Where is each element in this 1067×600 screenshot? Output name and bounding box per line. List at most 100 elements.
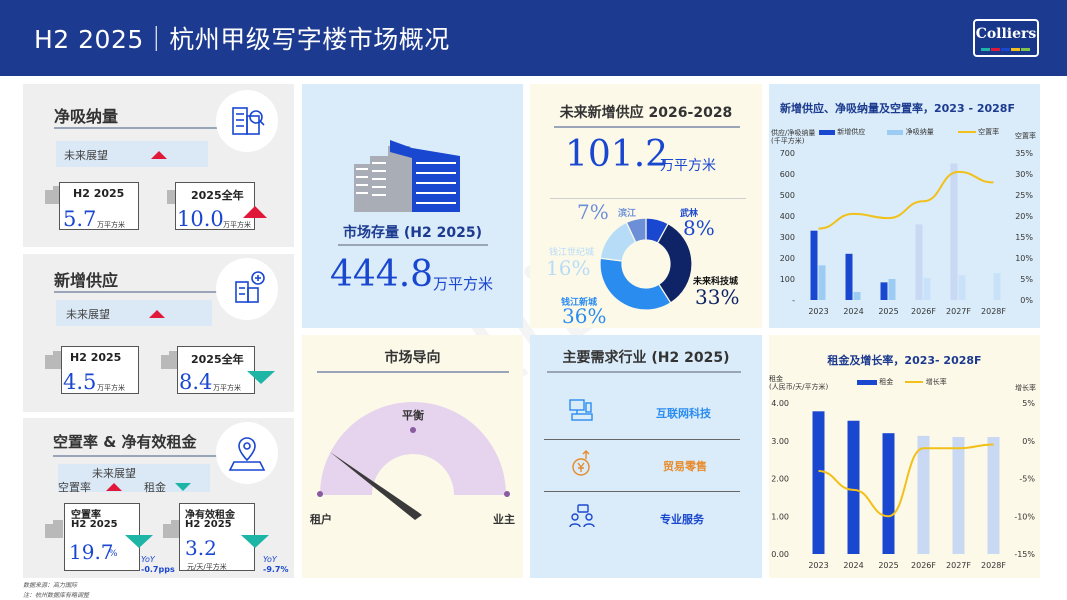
chart2-right-tick: 5% bbox=[1022, 399, 1035, 408]
supply-outlook-up-icon bbox=[149, 310, 165, 318]
chart2-yleft-label2: (人民币/天/平方米) bbox=[769, 383, 829, 391]
absorption-year-up-icon bbox=[243, 206, 267, 218]
chart2-right-tick: -10% bbox=[1014, 512, 1035, 521]
chart2-x-tick: 2025 bbox=[878, 561, 898, 570]
vacancy-yoy-label: YoY bbox=[141, 555, 155, 564]
vacancy-outlook-label: 未来展望 bbox=[92, 467, 136, 480]
building-small-icon bbox=[161, 351, 179, 369]
trade-icon bbox=[572, 450, 590, 476]
chart1-bar-净吸纳量 bbox=[853, 292, 861, 300]
future-supply-title: 未来新增供应 2026-2028 bbox=[559, 105, 733, 121]
chart1-left-tick: 200 bbox=[780, 254, 795, 263]
donut-label-qjsjc: 钱江世纪城 bbox=[549, 248, 595, 258]
rent-yoy: -9.7% bbox=[263, 565, 289, 574]
chart1-legend: 新增供应 净吸纳量 空置率 bbox=[819, 127, 999, 137]
stock-title: 市场存量 (H2 2025) bbox=[343, 225, 482, 241]
absorption-year-label: 2025全年 bbox=[191, 189, 244, 202]
chart1-left-tick: 300 bbox=[780, 233, 795, 242]
chart1-left-tick: 700 bbox=[780, 149, 795, 158]
chart2-yright-label: 增长率 bbox=[1015, 384, 1036, 392]
donut-pct-xxb: 33% bbox=[695, 285, 740, 309]
orientation-title: 市场导向 bbox=[384, 350, 441, 366]
supply-h2-box bbox=[61, 346, 139, 394]
chart1-right-tick: 5% bbox=[1020, 275, 1033, 284]
chart1-x-tick: 2028F bbox=[981, 307, 1006, 316]
chart2-right-tick: -5% bbox=[1019, 475, 1035, 484]
rent-value: 3.2 bbox=[185, 536, 217, 560]
vacancy-value: 19.7 bbox=[69, 540, 114, 564]
supply-year-label: 2025全年 bbox=[191, 353, 244, 366]
supply-h2-label: H2 2025 bbox=[70, 351, 122, 364]
supply-year-value: 8.4 bbox=[179, 370, 213, 394]
chart1-bar-新增供应 bbox=[950, 163, 958, 300]
chart1-right-tick: 30% bbox=[1015, 170, 1033, 179]
demand-item-0: 互联网科技 bbox=[656, 407, 711, 420]
supply-h2-value: 4.5 bbox=[63, 370, 97, 394]
supply-year-box bbox=[177, 346, 255, 394]
building-search-icon bbox=[216, 90, 278, 152]
chart1-left-tick: 400 bbox=[780, 212, 795, 221]
chart2-left-tick: 1.00 bbox=[771, 512, 789, 521]
future-supply-value: 101.2 bbox=[565, 134, 669, 175]
chart1-bar-新增供应 bbox=[915, 224, 923, 300]
chart2-legend-growth: 增长率 bbox=[925, 378, 947, 386]
rent-box-label2: H2 2025 bbox=[185, 519, 232, 530]
orientation-gauge bbox=[317, 402, 510, 520]
vacancy-box-label2: H2 2025 bbox=[71, 519, 118, 530]
building-small-icon bbox=[45, 520, 63, 538]
chart1-left-tick: 500 bbox=[780, 191, 795, 200]
vacancy-yoy: -0.7pps bbox=[141, 565, 175, 574]
rent-yoy-label: YoY bbox=[263, 555, 277, 564]
chart1-x-tick: 2027F bbox=[946, 307, 971, 316]
absorption-title: 净吸纳量 bbox=[54, 107, 119, 126]
chart1-bar-新增供应 bbox=[845, 253, 853, 300]
absorption-h2-label: H2 2025 bbox=[73, 187, 125, 200]
location-pin-icon bbox=[216, 422, 278, 484]
rent-unit: 元/天/平方米 bbox=[187, 563, 227, 571]
supply-panel: 新增供应 未来展望 H2 2025 4.5 万平方米 2025全年 8.4 万平… bbox=[23, 254, 294, 412]
vacancy-rent-title: 空置率 & 净有效租金 bbox=[53, 433, 197, 451]
chart1-yright-label: 空置率 bbox=[1015, 132, 1036, 140]
supply-absorption-chart: 700 600 500 400 300 200 100 - 35% 30% 25% 20% 15% 10%… bbox=[780, 149, 1034, 316]
chart1-yleft-label1: 供应/净吸纳量 bbox=[771, 129, 816, 137]
chart1-right-tick: 10% bbox=[1015, 254, 1033, 263]
chart2-line-growth bbox=[818, 443, 994, 518]
orientation-left-label: 租户 bbox=[310, 513, 332, 526]
stock-value: 444.8 bbox=[330, 254, 434, 295]
computer-icon bbox=[569, 399, 593, 421]
chart2-right-tick: 0% bbox=[1022, 437, 1035, 446]
demand-item-1: 贸易零售 bbox=[663, 460, 707, 473]
chart2-left-tick: 4.00 bbox=[771, 399, 789, 408]
chart1-x-tick: 2023 bbox=[808, 307, 828, 316]
absorption-h2-box bbox=[59, 182, 139, 230]
chart2-bar-rent bbox=[847, 420, 860, 554]
chart2-bar-rent bbox=[987, 436, 1000, 554]
supply-title: 新增供应 bbox=[54, 271, 119, 290]
chart1-bar-净吸纳量 bbox=[888, 279, 896, 300]
future-supply-donut bbox=[599, 217, 693, 311]
rent-growth-chart: 4.00 3.00 2.00 1.00 0.00 5% 0% -5% -10% -15% 2023 2… bbox=[771, 399, 1035, 570]
absorption-h2-value: 5.7 bbox=[63, 207, 97, 231]
chart2-bar-rent bbox=[917, 435, 930, 554]
absorption-outlook-up-icon bbox=[151, 151, 167, 159]
chart1-line-vacancy bbox=[818, 170, 994, 230]
chart1-x-tick: 2026F bbox=[911, 307, 936, 316]
chart1-left-tick: 600 bbox=[780, 170, 795, 179]
chart2-yleft-label1: 租金 bbox=[769, 375, 783, 383]
chart1-left-tick: 100 bbox=[780, 275, 795, 284]
chart1-x-tick: 2025 bbox=[878, 307, 898, 316]
building-small-icon bbox=[163, 520, 181, 538]
supply-h2-unit: 万平方米 bbox=[97, 384, 125, 392]
stock-panel: 市场存量 (H2 2025) 444.8 万平方米 bbox=[302, 84, 523, 328]
chart2-x-tick: 2023 bbox=[808, 561, 828, 570]
stock-unit: 万平方米 bbox=[433, 275, 494, 293]
donut-pct-qjxc: 36% bbox=[562, 304, 607, 328]
building-plus-icon bbox=[216, 258, 278, 320]
demand-item-2: 专业服务 bbox=[660, 513, 704, 526]
building-small-icon bbox=[45, 351, 63, 369]
orientation-mid-label: 平衡 bbox=[402, 409, 424, 422]
chart2-left-tick: 2.00 bbox=[771, 475, 789, 484]
absorption-year-unit: 万平方米 bbox=[223, 221, 251, 229]
colliers-logo: Colliers bbox=[973, 19, 1039, 57]
absorption-year-value: 10.0 bbox=[177, 207, 224, 231]
